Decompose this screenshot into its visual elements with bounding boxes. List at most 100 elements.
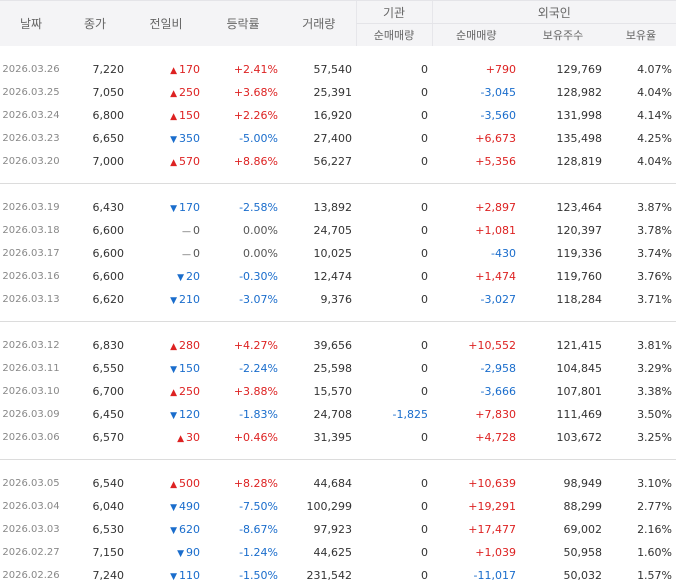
hold-rate-cell: 3.74% bbox=[637, 247, 673, 260]
close-cell: 6,620 bbox=[92, 293, 125, 306]
holdings-cell: 88,299 bbox=[563, 500, 603, 513]
change-value: 570 bbox=[179, 155, 200, 168]
hold-rate-cell: 3.10% bbox=[637, 477, 673, 490]
holdings-cell: 98,949 bbox=[563, 477, 603, 490]
volume-cell: 25,391 bbox=[313, 86, 353, 99]
foreign-net-cell: +1,039 bbox=[475, 546, 516, 559]
triangle-up-icon: ▲ bbox=[170, 158, 177, 168]
group-divider bbox=[0, 311, 676, 322]
triangle-down-icon: ▼ bbox=[170, 411, 177, 421]
foreign-net-cell: +4,728 bbox=[475, 431, 516, 444]
change-value: 280 bbox=[179, 339, 200, 352]
triangle-up-icon: ▲ bbox=[170, 66, 177, 76]
table-row: 2026.03.04 6,040 ▼ 490 -7.50% 100,299 0 +19,291… bbox=[0, 495, 676, 518]
group-spacer bbox=[0, 184, 676, 197]
volume-cell: 13,892 bbox=[313, 201, 353, 214]
rate-cell: 0.00% bbox=[243, 224, 278, 237]
close-cell: 6,800 bbox=[92, 109, 125, 122]
holdings-cell: 111,469 bbox=[556, 408, 603, 421]
holdings-cell: 131,998 bbox=[556, 109, 603, 122]
group-spacer bbox=[0, 322, 676, 335]
change-cell: ▲ 250 bbox=[128, 380, 204, 403]
close-cell: 7,050 bbox=[92, 86, 125, 99]
hold-rate-cell: 4.04% bbox=[637, 86, 673, 99]
triangle-down-icon: ▼ bbox=[177, 549, 184, 559]
holdings-cell: 128,819 bbox=[556, 155, 603, 168]
date-cell: 2026.03.13 bbox=[2, 294, 60, 305]
change-cell: ▲ 170 bbox=[128, 58, 204, 81]
inst-net-cell: 0 bbox=[421, 477, 428, 490]
date-cell: 2026.03.23 bbox=[2, 133, 60, 144]
change-cell: ▼ 170 bbox=[128, 196, 204, 219]
hold-rate-cell: 3.81% bbox=[637, 339, 673, 352]
triangle-up-icon: ▲ bbox=[170, 480, 177, 490]
table-row: 2026.03.11 6,550 ▼ 150 -2.24% 25,598 0 -2,958 10… bbox=[0, 357, 676, 380]
inst-net-cell: 0 bbox=[421, 546, 428, 559]
hold-rate-cell: 2.77% bbox=[637, 500, 673, 513]
foreign-net-cell: +17,477 bbox=[468, 523, 516, 536]
inst-net-cell: 0 bbox=[421, 247, 428, 260]
volume-cell: 27,400 bbox=[313, 132, 353, 145]
close-cell: 6,530 bbox=[92, 523, 125, 536]
foreign-net-cell: -11,017 bbox=[473, 569, 516, 582]
change-value: 490 bbox=[179, 500, 200, 513]
change-cell: ▲ 250 bbox=[128, 81, 204, 104]
date-cell: 2026.03.04 bbox=[2, 501, 60, 512]
hold-rate-cell: 3.76% bbox=[637, 270, 673, 283]
rate-cell: +3.68% bbox=[233, 86, 278, 99]
holdings-cell: 50,032 bbox=[563, 569, 603, 582]
foreign-net-cell: +19,291 bbox=[468, 500, 516, 513]
table-row: 2026.03.17 6,600—0 0.00% 10,025 0 -430 119,336… bbox=[0, 242, 676, 265]
hold-rate-cell: 2.16% bbox=[637, 523, 673, 536]
volume-cell: 97,923 bbox=[313, 523, 353, 536]
inst-net-cell: 0 bbox=[421, 385, 428, 398]
hold-rate-cell: 3.38% bbox=[637, 385, 673, 398]
rate-cell: +2.26% bbox=[233, 109, 278, 122]
hold-rate-cell: 4.04% bbox=[637, 155, 673, 168]
header-volume: 거래량 bbox=[282, 0, 356, 46]
inst-net-cell: 0 bbox=[421, 155, 428, 168]
date-cell: 2026.03.17 bbox=[2, 248, 60, 259]
inst-net-cell: 0 bbox=[421, 109, 428, 122]
hold-rate-cell: 3.29% bbox=[637, 362, 673, 375]
volume-cell: 12,474 bbox=[313, 270, 353, 283]
table-row: 2026.03.13 6,620 ▼ 210 -3.07% 9,376 0 -3,027 118… bbox=[0, 288, 676, 311]
rate-cell: 0.00% bbox=[243, 247, 278, 260]
change-value: 150 bbox=[179, 362, 200, 375]
holdings-cell: 118,284 bbox=[556, 293, 603, 306]
inst-net-cell: 0 bbox=[421, 224, 428, 237]
triangle-down-icon: ▼ bbox=[170, 526, 177, 536]
foreign-net-cell: -3,045 bbox=[480, 86, 516, 99]
hold-rate-cell: 1.57% bbox=[637, 569, 673, 582]
foreign-net-cell: +10,639 bbox=[468, 477, 516, 490]
inst-net-cell: 0 bbox=[421, 523, 428, 536]
header-holdings: 보유주수 bbox=[520, 23, 606, 46]
change-value: 170 bbox=[179, 63, 200, 76]
header-foreign-net: 순매매량 bbox=[431, 23, 520, 46]
table-row: 2026.03.18 6,600—0 0.00% 24,705 0 +1,081 120,3… bbox=[0, 219, 676, 242]
triangle-up-icon: ▲ bbox=[170, 388, 177, 398]
table-row: 2026.03.12 6,830 ▲ 280 +4.27% 39,656 0 +10,552 1… bbox=[0, 334, 676, 357]
holdings-cell: 69,002 bbox=[563, 523, 603, 536]
volume-cell: 15,570 bbox=[313, 385, 353, 398]
volume-cell: 25,598 bbox=[313, 362, 353, 375]
rate-cell: -1.50% bbox=[239, 569, 278, 582]
hold-rate-cell: 4.25% bbox=[637, 132, 673, 145]
table-row: 2026.03.19 6,430 ▼ 170 -2.58% 13,892 0 +2,897 12… bbox=[0, 196, 676, 219]
hold-rate-cell: 4.07% bbox=[637, 63, 673, 76]
change-cell: ▼ 150 bbox=[128, 357, 204, 380]
change-value: 250 bbox=[179, 385, 200, 398]
rate-cell: +0.46% bbox=[233, 431, 278, 444]
header-rate: 등락률 bbox=[204, 0, 282, 46]
triangle-up-icon: ▲ bbox=[170, 342, 177, 352]
table-row: 2026.02.26 7,240 ▼ 110 -1.50% 231,542 0 -11,017… bbox=[0, 564, 676, 587]
change-value: 120 bbox=[179, 408, 200, 421]
volume-cell: 100,299 bbox=[306, 500, 353, 513]
foreign-net-cell: +5,356 bbox=[475, 155, 516, 168]
rate-cell: +3.88% bbox=[233, 385, 278, 398]
triangle-down-icon: ▼ bbox=[170, 135, 177, 145]
change-value: 0 bbox=[193, 224, 200, 237]
holdings-cell: 119,760 bbox=[556, 270, 603, 283]
date-cell: 2026.03.06 bbox=[2, 432, 60, 443]
table-row: 2026.03.23 6,650 ▼ 350 -5.00% 27,400 0 +6,673 13… bbox=[0, 127, 676, 150]
